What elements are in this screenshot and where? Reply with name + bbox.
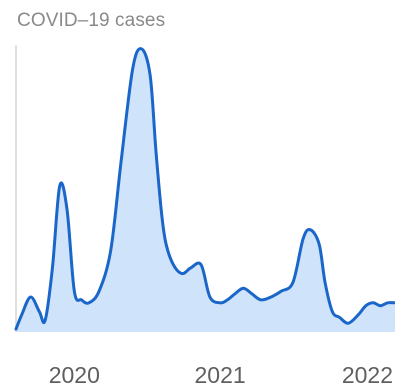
series-line <box>14 47 395 331</box>
chart-title: COVID–19 cases <box>17 10 166 31</box>
x-tick-label-2021: 2021 <box>194 362 245 387</box>
x-tick-label-2022: 2022 <box>342 362 393 387</box>
x-tick-label-2020: 2020 <box>49 362 100 387</box>
series-area <box>16 48 395 333</box>
x-axis-ticks: 2020 2021 2022 <box>49 362 393 387</box>
